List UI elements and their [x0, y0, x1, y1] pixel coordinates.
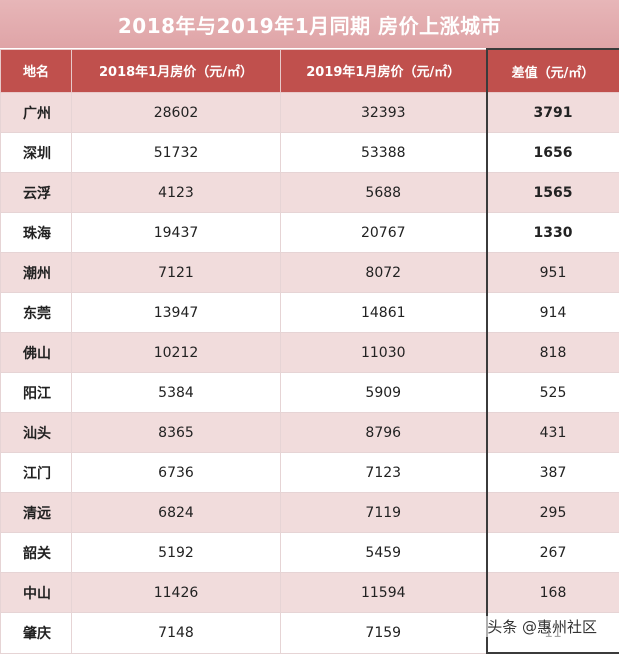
price-2019-cell: 11030	[281, 333, 487, 373]
price-2019-cell: 7123	[281, 453, 487, 493]
diff-cell: 3791	[487, 93, 619, 133]
price-2019-cell: 32393	[281, 93, 487, 133]
price-2018-cell: 5192	[72, 533, 281, 573]
diff-cell: 818	[487, 333, 619, 373]
city-cell: 佛山	[1, 333, 72, 373]
price-2018-cell: 13947	[72, 293, 281, 333]
price-2019-cell: 8796	[281, 413, 487, 453]
price-2018-cell: 28602	[72, 93, 281, 133]
price-2019-cell: 11594	[281, 573, 487, 613]
city-cell: 江门	[1, 453, 72, 493]
diff-cell: 951	[487, 253, 619, 293]
city-cell: 韶关	[1, 533, 72, 573]
diff-cell: 295	[487, 493, 619, 533]
header-diff: 差值（元/㎡）	[487, 49, 619, 93]
price-2018-cell: 7148	[72, 613, 281, 654]
price-2018-cell: 11426	[72, 573, 281, 613]
watermark: 头条 @惠州社区	[485, 616, 599, 637]
price-2019-cell: 53388	[281, 133, 487, 173]
city-cell: 广州	[1, 93, 72, 133]
price-2018-cell: 10212	[72, 333, 281, 373]
city-cell: 云浮	[1, 173, 72, 213]
diff-cell: 914	[487, 293, 619, 333]
city-cell: 深圳	[1, 133, 72, 173]
header-2019-price: 2019年1月房价（元/㎡）	[281, 49, 487, 93]
diff-cell: 387	[487, 453, 619, 493]
price-2019-cell: 7159	[281, 613, 487, 654]
price-2018-cell: 51732	[72, 133, 281, 173]
city-cell: 潮州	[1, 253, 72, 293]
header-row: 地名 2018年1月房价（元/㎡） 2019年1月房价（元/㎡） 差值（元/㎡）	[1, 49, 619, 93]
city-cell: 阳江	[1, 373, 72, 413]
city-cell: 汕头	[1, 413, 72, 453]
price-2019-cell: 8072	[281, 253, 487, 293]
diff-cell: 431	[487, 413, 619, 453]
price-2019-cell: 5459	[281, 533, 487, 573]
diff-cell: 525	[487, 373, 619, 413]
diff-cell: 168	[487, 573, 619, 613]
price-2018-cell: 6736	[72, 453, 281, 493]
price-2019-cell: 20767	[281, 213, 487, 253]
city-cell: 清远	[1, 493, 72, 533]
city-cell: 肇庆	[1, 613, 72, 654]
price-2019-cell: 14861	[281, 293, 487, 333]
city-cell: 东莞	[1, 293, 72, 333]
header-2018-price: 2018年1月房价（元/㎡）	[72, 49, 281, 93]
price-2019-cell: 5909	[281, 373, 487, 413]
price-2019-cell: 5688	[281, 173, 487, 213]
city-cell: 珠海	[1, 213, 72, 253]
price-2018-cell: 19437	[72, 213, 281, 253]
price-2018-cell: 6824	[72, 493, 281, 533]
city-cell: 中山	[1, 573, 72, 613]
diff-cell: 1656	[487, 133, 619, 173]
price-2018-cell: 8365	[72, 413, 281, 453]
price-2018-cell: 7121	[72, 253, 281, 293]
price-2019-cell: 7119	[281, 493, 487, 533]
diff-cell: 1330	[487, 213, 619, 253]
table-title: 2018年与2019年1月同期 房价上涨城市	[0, 0, 619, 48]
diff-cell: 1565	[487, 173, 619, 213]
price-2018-cell: 4123	[72, 173, 281, 213]
header-city: 地名	[1, 49, 72, 93]
price-table: 地名 2018年1月房价（元/㎡） 2019年1月房价（元/㎡） 差值（元/㎡）…	[0, 48, 619, 654]
diff-cell: 267	[487, 533, 619, 573]
price-2018-cell: 5384	[72, 373, 281, 413]
